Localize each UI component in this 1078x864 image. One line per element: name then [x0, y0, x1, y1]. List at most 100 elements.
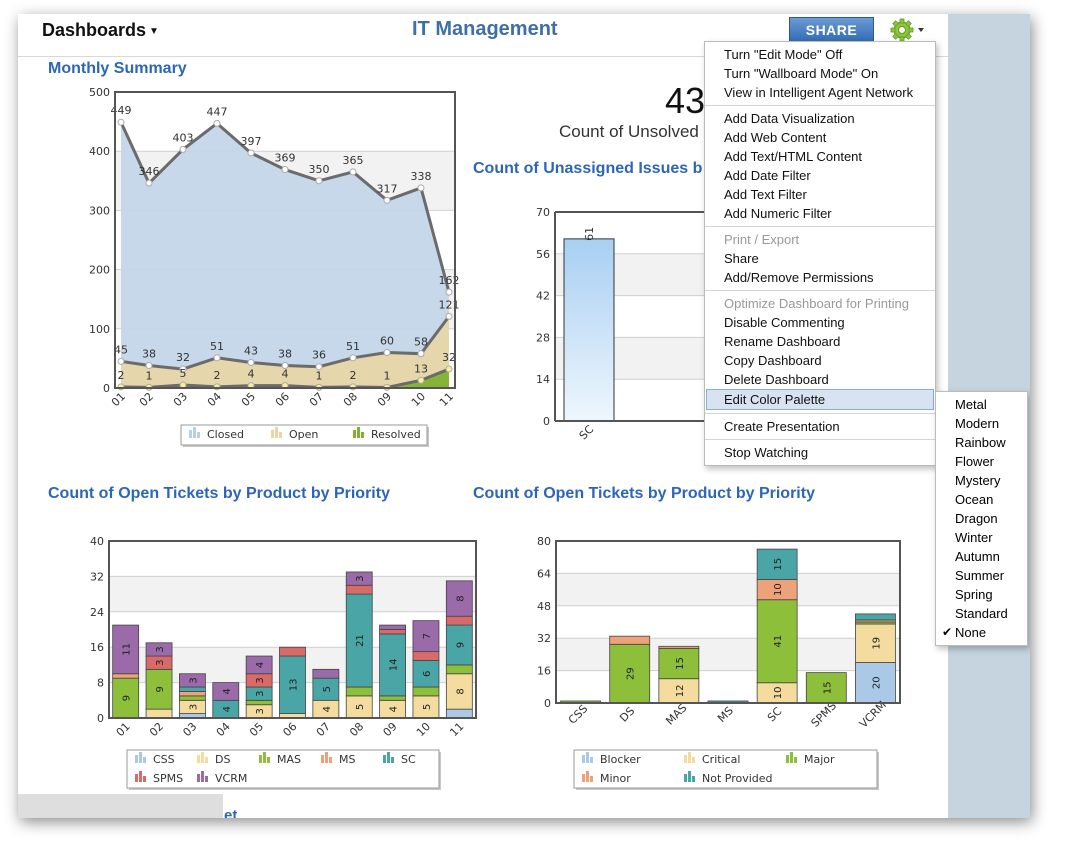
palette-option-dragon[interactable]: Dragon	[936, 509, 1027, 528]
data-point	[213, 354, 221, 362]
menu-item-view-in-intelligent-agent-network[interactable]: View in Intelligent Agent Network	[724, 85, 914, 100]
palette-option-metal[interactable]: Metal	[936, 395, 1027, 414]
bar-segment	[855, 662, 896, 704]
legend-swatch	[139, 752, 142, 763]
data-label: 3	[355, 575, 366, 581]
share-button[interactable]: SHARE	[789, 17, 874, 44]
palette-option-winter[interactable]: Winter	[936, 528, 1027, 547]
gear-menu-button[interactable]	[890, 18, 926, 42]
legend-label: Open	[289, 428, 318, 441]
menu-item-edit-color-palette[interactable]: Edit Color Palette	[706, 389, 934, 410]
legend-swatch	[321, 755, 324, 763]
palette-option-label: Dragon	[955, 511, 998, 526]
palette-option-ocean[interactable]: Ocean	[936, 490, 1027, 509]
bar-segment	[805, 672, 847, 704]
data-label: 13	[289, 678, 300, 691]
palette-option-none[interactable]: ✔ None	[936, 623, 1027, 642]
x-tick-label: 07	[307, 390, 326, 409]
bar-segment	[112, 677, 140, 719]
legend-swatch	[786, 755, 789, 763]
x-tick-label: 05	[239, 390, 258, 409]
data-label: 3	[255, 690, 266, 696]
data-label: 5	[322, 686, 333, 692]
menu-item-share[interactable]: Share	[724, 251, 759, 266]
kpi-value: 43	[665, 80, 706, 121]
menu-item-add-text-filter[interactable]: Add Text Filter	[724, 187, 807, 202]
palette-option-modern[interactable]: Modern	[936, 414, 1027, 433]
legend-swatch	[582, 755, 585, 763]
menu-item-rename-dashboard[interactable]: Rename Dashboard	[724, 334, 841, 349]
bar-segment	[345, 584, 373, 595]
data-label: 1	[316, 369, 323, 382]
data-label: 10	[773, 583, 784, 596]
data-point	[247, 359, 255, 367]
menu-item-add-web-content[interactable]: Add Web Content	[724, 130, 827, 145]
legend-label: SC	[401, 753, 416, 766]
plot-border	[114, 91, 456, 389]
legend-swatch	[391, 757, 394, 763]
x-tick-label: 11	[437, 390, 456, 409]
data-point	[247, 149, 255, 157]
palette-option-label: Mystery	[955, 473, 1001, 488]
menu-item-add-remove-permissions[interactable]: Add/Remove Permissions	[724, 270, 874, 285]
panel-title-priority-right: Count of Open Tickets by Product by Prio…	[473, 485, 815, 502]
data-point	[445, 288, 453, 296]
palette-option-flower[interactable]: Flower	[936, 452, 1027, 471]
data-label: 15	[822, 681, 833, 694]
x-tick-label: 11	[447, 720, 466, 739]
menu-item-stop-watching[interactable]: Stop Watching	[724, 445, 809, 460]
bar-segment	[609, 643, 651, 704]
bar-segment	[145, 642, 173, 657]
data-label: 15	[773, 558, 784, 571]
data-label: 346	[139, 165, 160, 178]
y-tick-label: 70	[536, 206, 550, 219]
x-tick-label: 10	[414, 720, 433, 739]
legend-swatch	[143, 776, 146, 782]
legend-swatch	[267, 757, 270, 763]
data-point	[315, 177, 323, 185]
x-tick-label: 10	[409, 390, 428, 409]
menu-item-turn-wallboard-mode-on[interactable]: Turn "Wallboard Mode" On	[724, 66, 879, 81]
y-tick-label: 24	[90, 606, 104, 619]
palette-option-autumn[interactable]: Autumn	[936, 547, 1027, 566]
menu-item-copy-dashboard[interactable]: Copy Dashboard	[724, 353, 822, 368]
legend-label: MS	[339, 753, 355, 766]
menu-item-add-data-visualization[interactable]: Add Data Visualization	[724, 111, 855, 126]
palette-option-mystery[interactable]: Mystery	[936, 471, 1027, 490]
y-tick-label: 400	[89, 145, 110, 158]
legend-swatch	[201, 771, 204, 782]
y-tick-label: 64	[537, 567, 551, 580]
x-tick-label: 06	[280, 720, 299, 739]
legend-swatch	[357, 427, 360, 438]
menu-item-add-numeric-filter[interactable]: Add Numeric Filter	[724, 206, 832, 221]
data-label: 10	[773, 687, 784, 700]
legend-label: SPMS	[153, 772, 183, 785]
x-tick-label: DS	[617, 704, 637, 724]
menu-item-delete-dashboard[interactable]: Delete Dashboard	[724, 372, 829, 387]
bottom-tab[interactable]	[18, 794, 223, 818]
data-label: 4	[255, 662, 266, 668]
legend-swatch	[325, 752, 328, 763]
grid-band	[109, 576, 476, 612]
legend-swatch	[692, 757, 695, 763]
palette-option-spring[interactable]: Spring	[936, 585, 1027, 604]
menu-item-add-date-filter[interactable]: Add Date Filter	[724, 168, 811, 183]
palette-option-rainbow[interactable]: Rainbow	[936, 433, 1027, 452]
dashboards-menu-button[interactable]: Dashboards ▼	[42, 20, 159, 41]
bar-segment	[445, 624, 473, 666]
menu-item-turn-edit-mode-off[interactable]: Turn "Edit Mode" Off	[724, 47, 843, 62]
legend-swatch	[193, 427, 196, 438]
legend-swatch	[688, 752, 691, 763]
data-label: 14	[389, 659, 400, 672]
data-label: 397	[241, 135, 262, 148]
legend-swatch	[590, 776, 593, 782]
palette-option-label: Winter	[955, 530, 993, 545]
menu-item-disable-commenting[interactable]: Disable Commenting	[724, 315, 845, 330]
palette-option-summer[interactable]: Summer	[936, 566, 1027, 585]
palette-option-label: Metal	[955, 397, 987, 412]
menu-item-add-text-html-content[interactable]: Add Text/HTML Content	[724, 149, 863, 164]
palette-option-standard[interactable]: Standard	[936, 604, 1027, 623]
x-tick-label: 08	[347, 720, 366, 739]
menu-item-create-presentation[interactable]: Create Presentation	[724, 419, 840, 434]
area-closed	[121, 122, 449, 388]
